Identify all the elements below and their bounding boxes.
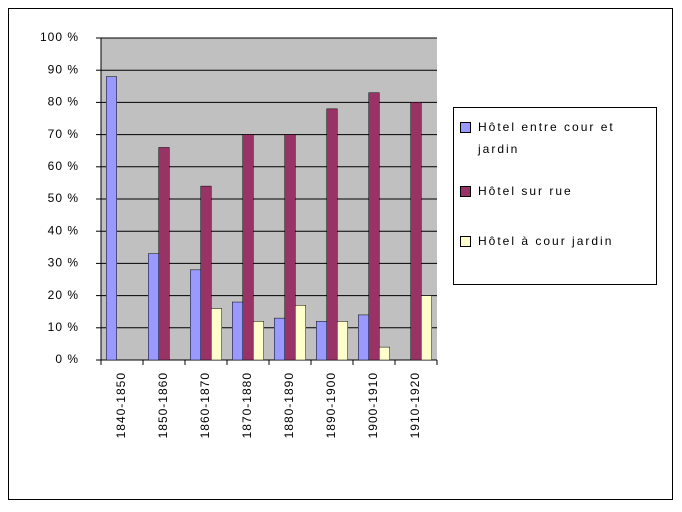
y-tick-label: 40 % [48, 223, 79, 237]
y-tick-label: 0 % [55, 352, 79, 366]
legend-swatch [460, 236, 471, 247]
bar [316, 321, 327, 361]
legend-item: Hôtel sur rue [460, 180, 650, 202]
y-tick-label: 20 % [48, 288, 79, 302]
x-tick-label: 1870-1880 [240, 372, 254, 438]
bar [253, 321, 264, 361]
bar [148, 253, 159, 361]
x-tick-label: 1900-1910 [366, 372, 380, 438]
y-tick-label: 100 % [40, 30, 79, 44]
bar [106, 76, 117, 361]
legend-item: Hôtel à cour jardin [460, 230, 650, 252]
bar [410, 102, 422, 361]
legend-swatch [460, 186, 471, 197]
x-tick-label: 1880-1890 [282, 372, 296, 438]
legend: Hôtel entre cour et jardin Hôtel sur rue H… [453, 107, 657, 285]
x-tick-label: 1840-1850 [114, 372, 128, 438]
bar [358, 314, 369, 361]
bar [274, 317, 285, 361]
x-tick-label: 1850-1860 [156, 372, 170, 438]
bar [200, 185, 212, 361]
bar [211, 308, 222, 361]
legend-item: Hôtel entre cour et jardin [460, 116, 650, 160]
bar [295, 305, 306, 361]
y-tick-label: 90 % [48, 62, 79, 76]
bar [158, 147, 170, 361]
y-tick-label: 10 % [48, 320, 79, 334]
y-tick-label: 80 % [48, 95, 79, 109]
bar [379, 346, 390, 361]
bar [232, 301, 243, 361]
bar [326, 108, 338, 361]
bar [368, 92, 380, 361]
legend-label: Hôtel à cour jardin [478, 234, 614, 248]
legend-swatch [460, 122, 471, 133]
x-tick-label: 1890-1900 [324, 372, 338, 438]
bar [284, 134, 296, 361]
bar [242, 134, 254, 361]
x-tick-label: 1860-1870 [198, 372, 212, 438]
y-tick-label: 50 % [48, 191, 79, 205]
x-tick-label: 1910-1920 [408, 372, 422, 438]
y-tick-label: 70 % [48, 127, 79, 141]
bar [421, 295, 432, 361]
legend-label: Hôtel entre cour et jardin [478, 120, 615, 156]
y-tick-label: 60 % [48, 159, 79, 173]
bar [337, 321, 348, 361]
legend-label: Hôtel sur rue [478, 184, 573, 198]
bar [190, 269, 201, 361]
y-tick-label: 30 % [48, 256, 79, 270]
